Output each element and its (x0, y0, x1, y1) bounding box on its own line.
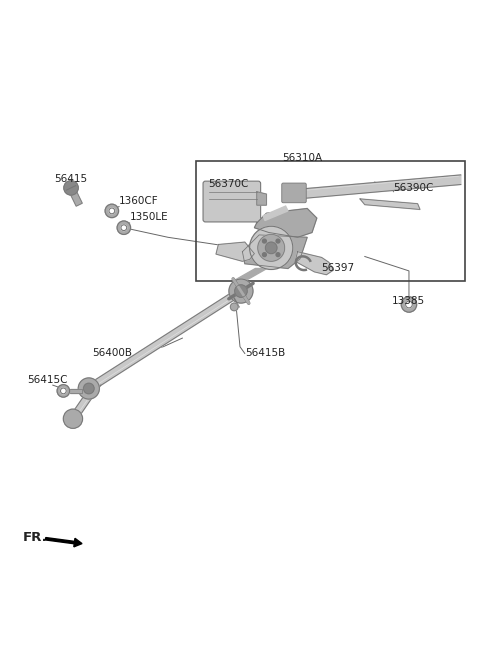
Text: 56390C: 56390C (394, 183, 434, 193)
Circle shape (63, 409, 83, 428)
Circle shape (64, 181, 78, 195)
Text: 13385: 13385 (391, 296, 425, 306)
Text: 1350LE: 1350LE (130, 212, 168, 222)
Text: 56397: 56397 (322, 263, 355, 273)
Polygon shape (87, 288, 243, 392)
Circle shape (117, 221, 131, 235)
Circle shape (250, 226, 293, 269)
Circle shape (258, 235, 285, 261)
Polygon shape (360, 199, 420, 210)
Circle shape (263, 239, 266, 243)
Polygon shape (70, 380, 101, 421)
Text: 56415B: 56415B (245, 348, 285, 359)
Polygon shape (263, 206, 288, 221)
Text: FR.: FR. (23, 532, 48, 544)
Text: 1360CF: 1360CF (119, 196, 159, 206)
Circle shape (60, 388, 66, 394)
Text: 56400B: 56400B (92, 348, 132, 357)
FancyArrow shape (46, 537, 82, 547)
Circle shape (235, 285, 247, 298)
Polygon shape (257, 192, 266, 205)
Bar (196, 160, 465, 281)
Circle shape (401, 297, 417, 312)
Circle shape (109, 208, 115, 214)
Polygon shape (68, 187, 82, 206)
Circle shape (230, 303, 238, 311)
Circle shape (406, 301, 412, 308)
Circle shape (265, 242, 277, 254)
FancyBboxPatch shape (203, 181, 261, 222)
Circle shape (84, 383, 94, 394)
Polygon shape (234, 269, 267, 281)
Text: 56415: 56415 (54, 175, 88, 185)
Text: 56370C: 56370C (208, 179, 248, 189)
Circle shape (121, 225, 127, 231)
Polygon shape (242, 235, 307, 269)
Polygon shape (70, 389, 82, 393)
Text: 56310A: 56310A (282, 153, 323, 163)
Circle shape (229, 279, 253, 303)
FancyBboxPatch shape (282, 183, 306, 203)
Circle shape (57, 384, 70, 397)
Polygon shape (254, 208, 317, 237)
Circle shape (276, 239, 280, 243)
Polygon shape (295, 252, 334, 275)
Text: 56415C: 56415C (27, 375, 67, 385)
Polygon shape (298, 175, 461, 199)
Circle shape (263, 253, 266, 257)
Circle shape (105, 204, 119, 217)
Circle shape (78, 378, 99, 399)
Circle shape (276, 253, 280, 257)
Polygon shape (216, 242, 254, 261)
